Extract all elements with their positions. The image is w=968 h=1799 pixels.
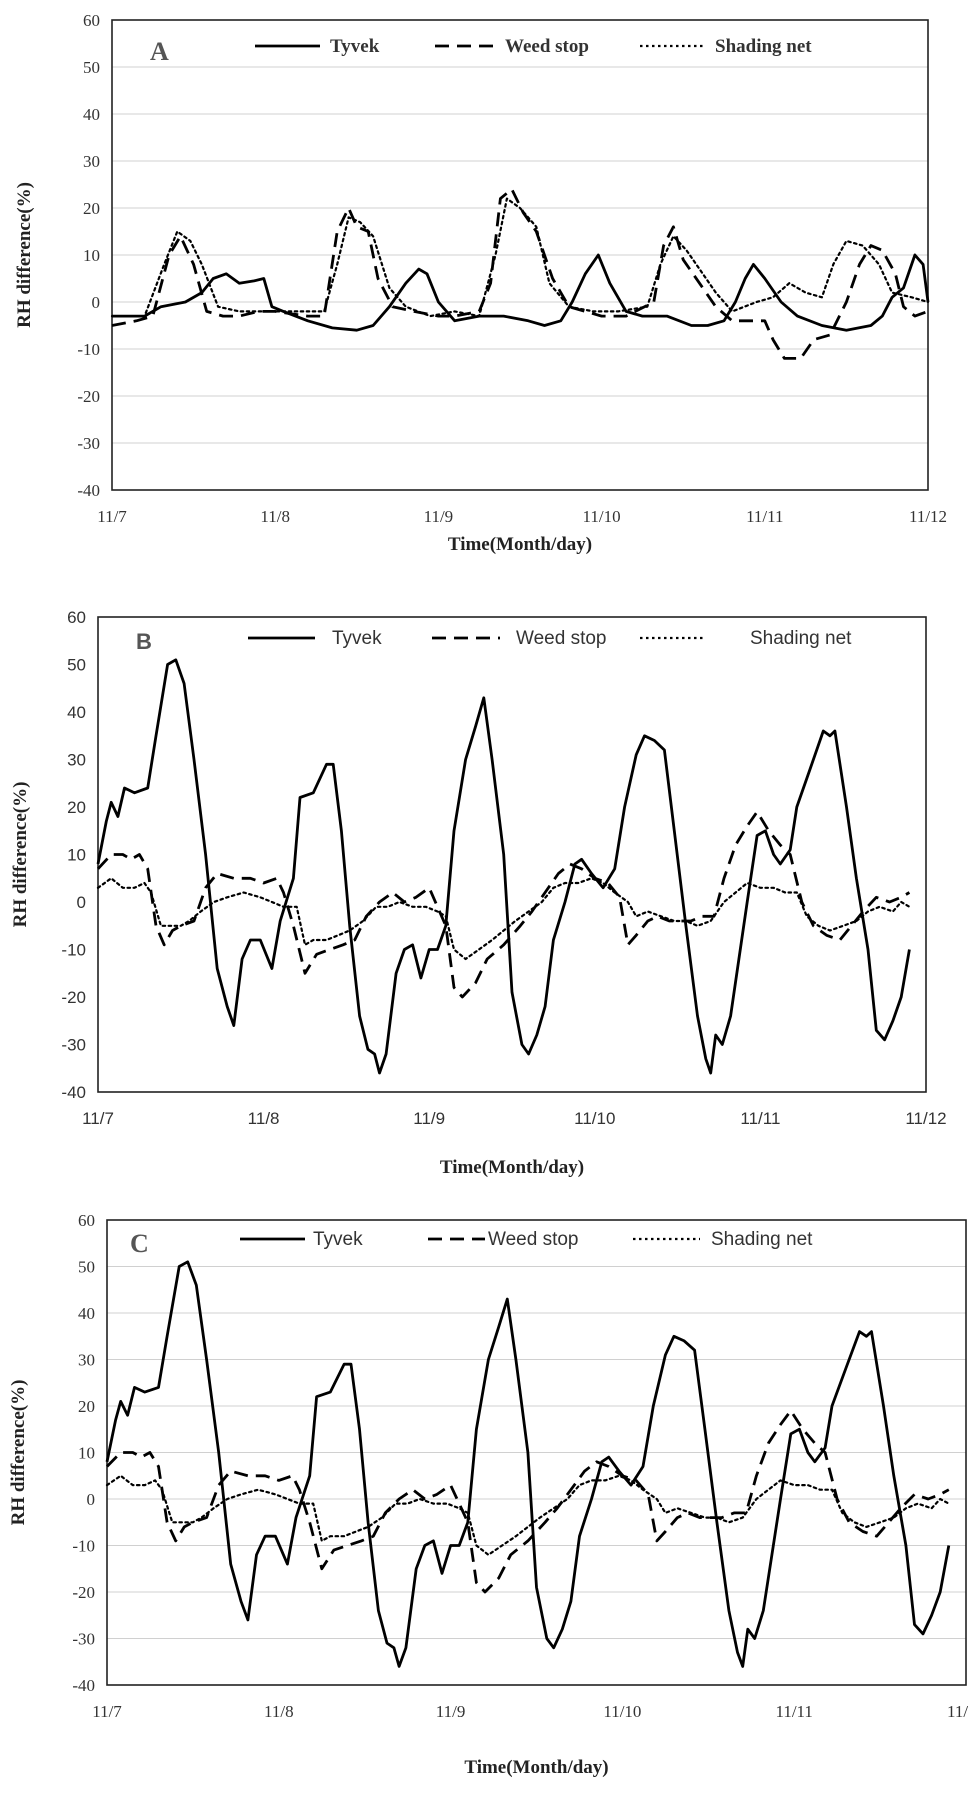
y-tick-label: 50 — [67, 656, 86, 675]
chart-panel-b: 60 50 40 30 20 10 0 -10 -20 -30 -40 11/7 11/8 11/9 11/… — [10, 608, 947, 1178]
plot-frame — [97, 616, 927, 1093]
y-tick-label: 60 — [83, 11, 100, 30]
x-tick-label: 11/12 — [947, 1702, 968, 1721]
x-tick-label: 11/9 — [413, 1109, 445, 1128]
y-tick-label: 0 — [77, 893, 86, 912]
y-tick-label: 30 — [67, 751, 86, 770]
x-tick-label: 11/12 — [909, 507, 947, 526]
series-line-weed-stop — [105, 1409, 950, 1594]
series-line-tyvek — [112, 253, 930, 332]
x-tick-label: 11/7 — [82, 1109, 114, 1128]
y-tick-label: 20 — [67, 798, 86, 817]
y-tick-label: 10 — [67, 846, 86, 865]
x-tick-label: 11/10 — [603, 1702, 641, 1721]
y-tick-label: 20 — [78, 1397, 95, 1416]
x-tick-label: 11/10 — [583, 507, 621, 526]
y-axis-title: RH difference(%) — [14, 182, 35, 328]
series-line-tyvek — [96, 658, 911, 1075]
y-tick-label: -10 — [77, 340, 100, 359]
x-tick-label: 11/8 — [248, 1109, 280, 1128]
y-tick-label: 10 — [78, 1444, 95, 1463]
series-line-shading-net — [105, 1474, 950, 1556]
x-tick-label: 11/12 — [905, 1109, 946, 1128]
x-tick-label: 11/8 — [264, 1702, 294, 1721]
panel-label: B — [136, 629, 152, 654]
legend-label: Weed stop — [516, 628, 606, 649]
legend-label: Shading net — [750, 628, 852, 649]
y-tick-label: 30 — [83, 152, 100, 171]
y-tick-label: -10 — [61, 941, 86, 960]
series-line-shading-net — [110, 197, 930, 318]
y-tick-label: -30 — [61, 1036, 86, 1055]
y-axis-title: RH difference(%) — [8, 1380, 29, 1526]
y-tick-label: 30 — [78, 1351, 95, 1370]
y-tick-label: -30 — [77, 434, 100, 453]
x-tick-label: 11/10 — [574, 1109, 615, 1128]
legend-label: Weed stop — [505, 36, 589, 57]
series-line-weed-stop — [111, 187, 929, 360]
y-tick-label: 40 — [67, 703, 86, 722]
y-tick-label: -20 — [77, 387, 100, 406]
chart-panel-a: 60 50 40 30 20 10 0 -10 -20 -30 -40 11/7 11/8 11/9 11/… — [14, 11, 947, 555]
x-tick-label: 11/9 — [436, 1702, 466, 1721]
plot-frame — [106, 1219, 967, 1686]
x-tick-label: 11/9 — [424, 507, 454, 526]
y-tick-label: 20 — [83, 199, 100, 218]
y-tick-label: 10 — [83, 246, 100, 265]
x-tick-label: 11/8 — [260, 507, 290, 526]
y-tick-label: -40 — [72, 1676, 95, 1695]
y-tick-label: 0 — [92, 293, 101, 312]
legend-label: Tyvek — [330, 36, 380, 57]
legend-label: Tyvek — [313, 1229, 363, 1250]
y-tick-label: 40 — [78, 1304, 95, 1323]
legend-label: Weed stop — [488, 1229, 578, 1250]
x-tick-label: 11/7 — [97, 507, 127, 526]
y-axis-title: RH difference(%) — [10, 782, 31, 928]
x-tick-label: 11/7 — [92, 1702, 122, 1721]
y-tick-label: 50 — [83, 58, 100, 77]
y-tick-label: -20 — [72, 1583, 95, 1602]
y-tick-label: 50 — [78, 1258, 95, 1277]
y-tick-label: -30 — [72, 1630, 95, 1649]
y-tick-label: -10 — [72, 1537, 95, 1556]
panel-label: C — [130, 1229, 149, 1258]
x-tick-label: 11/11 — [740, 1109, 780, 1128]
panel-label: A — [150, 37, 169, 66]
x-tick-label: 11/11 — [775, 1702, 812, 1721]
y-tick-label: 60 — [67, 608, 86, 627]
series-line-shading-net — [96, 877, 911, 961]
y-tick-label: -40 — [61, 1083, 86, 1102]
legend-label: Tyvek — [332, 628, 382, 649]
y-tick-label: 60 — [78, 1211, 95, 1230]
x-axis-title: Time(Month/day) — [464, 1757, 608, 1778]
x-tick-label: 11/11 — [746, 507, 783, 526]
y-tick-label: 0 — [87, 1490, 96, 1509]
x-axis-title: Time(Month/day) — [448, 534, 592, 555]
y-tick-label: -40 — [77, 481, 100, 500]
plot-frame — [111, 19, 929, 491]
chart-panel-c: 60 50 40 30 20 10 0 -10 -20 -30 -40 11/7 11/8 11/9 11/… — [8, 1211, 968, 1778]
series-line-weed-stop — [96, 810, 911, 999]
legend-label: Shading net — [715, 36, 812, 57]
y-tick-label: -20 — [61, 988, 86, 1007]
x-axis-title: Time(Month/day) — [440, 1157, 584, 1178]
series-line-tyvek — [105, 1260, 951, 1668]
y-tick-label: 40 — [83, 105, 100, 124]
legend-label: Shading net — [711, 1229, 813, 1250]
